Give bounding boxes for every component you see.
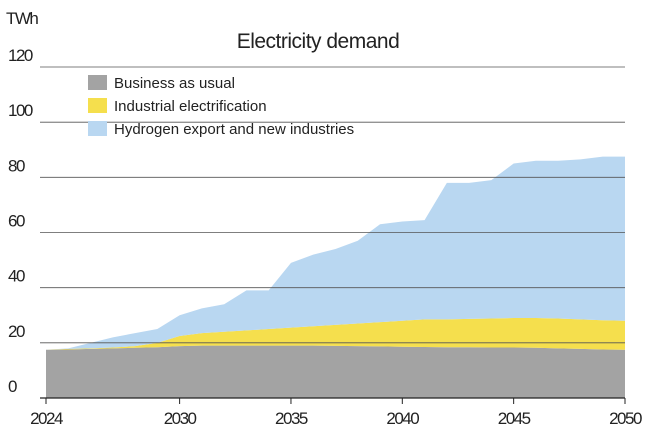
y-tick-label: 20 bbox=[8, 322, 25, 341]
legend-label: Industrial electrification bbox=[114, 98, 267, 115]
y-axis-label: TWh bbox=[6, 9, 38, 28]
legend-swatch bbox=[88, 75, 107, 90]
legend-label: Hydrogen export and new industries bbox=[114, 121, 354, 138]
legend-label: Business as usual bbox=[114, 75, 235, 92]
x-tick-label: 2030 bbox=[164, 409, 197, 428]
legend-swatch bbox=[88, 98, 107, 113]
area bbox=[46, 156, 625, 350]
y-tick-label: 0 bbox=[8, 377, 17, 396]
x-tick-label: 2035 bbox=[275, 409, 308, 428]
x-tick-label: 2045 bbox=[498, 409, 531, 428]
y-tick-label: 60 bbox=[8, 212, 25, 231]
chart-title: Electricity demand bbox=[237, 30, 400, 53]
x-tick-label: 2024 bbox=[30, 409, 63, 428]
y-tick-label: 100 bbox=[8, 101, 33, 120]
y-tick-label: 80 bbox=[8, 156, 25, 175]
y-tick-label: 120 bbox=[8, 46, 33, 65]
y-tick-label: 40 bbox=[8, 267, 25, 286]
area bbox=[46, 318, 625, 350]
legend-swatch bbox=[88, 121, 107, 136]
area bbox=[46, 345, 625, 398]
x-tick-label: 2040 bbox=[386, 409, 419, 428]
x-tick-label: 2050 bbox=[609, 409, 642, 428]
